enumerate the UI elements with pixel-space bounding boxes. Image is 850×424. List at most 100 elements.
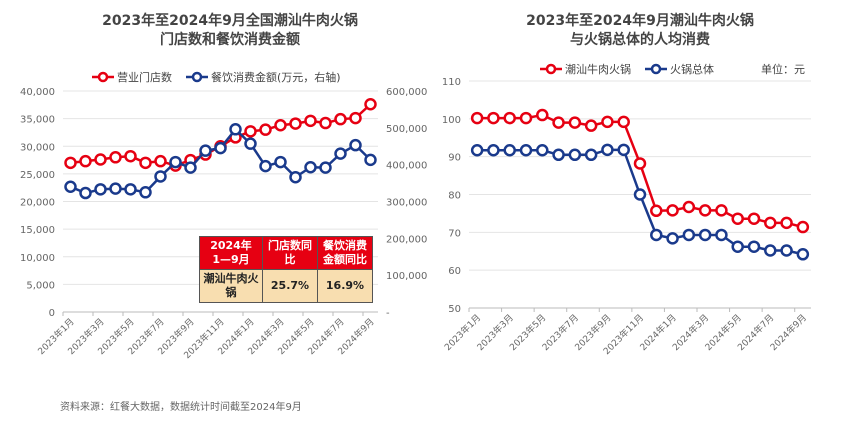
data-point (796, 248, 810, 261)
data-point (487, 111, 500, 125)
y-tick-label: 50 (448, 304, 461, 315)
data-point (731, 212, 744, 225)
data-point (666, 232, 679, 245)
y-tick-label: 80 (448, 191, 461, 202)
data-point (568, 148, 582, 162)
data-point (154, 154, 167, 168)
data-point (244, 137, 257, 150)
data-point (199, 144, 212, 157)
data-point (536, 143, 549, 157)
data-point (731, 240, 744, 253)
data-point (715, 204, 728, 217)
data-point (470, 143, 484, 157)
data-point (633, 188, 647, 201)
source-note: 资料来源：红餐大数据，数据统计时间截至2024年9月 (60, 402, 302, 413)
y2-tick-label: 100,000 (386, 271, 427, 282)
data-point (304, 160, 317, 174)
legend-label-1: 潮汕牛肉火锅 (565, 62, 631, 76)
data-point (259, 123, 272, 136)
y-tick-label: 100 (442, 115, 461, 126)
data-point (109, 182, 122, 195)
y-tick-label: 110 (442, 77, 461, 88)
table-row-label: 潮汕牛肉火锅 (199, 269, 263, 303)
data-point (184, 161, 197, 174)
right-chart-title: 2023年至2024年9月潮汕牛肉火锅 与火锅总体的人均消费 (526, 13, 754, 48)
data-point (169, 155, 182, 169)
data-point (289, 117, 302, 130)
data-point (124, 149, 137, 163)
y-tick-label: 5,000 (26, 280, 55, 291)
data-point (334, 147, 347, 160)
data-point (470, 111, 484, 125)
data-point (747, 212, 761, 225)
y-tick-label: 25,000 (20, 170, 55, 181)
data-point (650, 228, 663, 242)
data-point (666, 204, 679, 217)
legend-label-1: 营业门店数 (117, 70, 172, 84)
data-point (349, 138, 362, 152)
data-point (568, 116, 582, 129)
data-point (349, 111, 362, 125)
y2-tick-label: - (386, 308, 390, 319)
data-point (601, 115, 614, 129)
legend-label-2: 火锅总体 (670, 62, 714, 76)
data-point (94, 153, 107, 166)
data-point (319, 161, 332, 174)
data-point (698, 228, 712, 242)
data-point (780, 244, 793, 257)
data-point (229, 123, 242, 136)
legend-label-2: 餐饮消费金额(万元，右轴) (211, 70, 341, 84)
data-point (79, 154, 92, 168)
y-tick-label: 60 (448, 266, 461, 277)
y2-tick-label: 500,000 (386, 124, 427, 135)
data-point (698, 204, 712, 217)
left-chart-title: 2023年至2024年9月全国潮汕牛肉火锅 门店数和餐饮消费金额 (102, 13, 358, 48)
data-point (124, 183, 137, 196)
data-point (796, 220, 810, 234)
data-point (503, 143, 516, 157)
data-point (650, 204, 663, 218)
data-point (617, 115, 630, 129)
data-point (764, 216, 777, 230)
data-point (154, 170, 167, 183)
data-point (601, 143, 614, 157)
legend-marker (545, 63, 557, 75)
data-point (364, 153, 377, 167)
data-point (552, 148, 565, 162)
table-spend-yoy: 16.9% (317, 269, 373, 303)
data-point (139, 186, 152, 199)
data-point (747, 240, 761, 253)
legend-marker (650, 63, 662, 75)
data-point (289, 170, 302, 184)
data-point (715, 228, 728, 242)
series-line-1 (477, 113, 804, 229)
yoy-table: 2024年 1—9月 门店数同比 餐饮消费金额同比 潮汕牛肉火锅 25.7% 16.9% (199, 236, 373, 303)
data-point (334, 112, 347, 126)
y-tick-label: 0 (49, 308, 55, 319)
y2-tick-label: 200,000 (386, 234, 427, 245)
data-point (259, 159, 272, 173)
legend-marker (97, 71, 109, 83)
data-point (617, 143, 630, 157)
y-tick-label: 70 (448, 228, 461, 239)
data-point (503, 111, 516, 125)
data-point (64, 180, 77, 194)
legend-marker (191, 71, 203, 83)
table-header-stores: 门店数同比 (262, 236, 318, 270)
data-point (536, 108, 549, 122)
data-point (79, 186, 92, 200)
data-point (764, 244, 777, 257)
y2-tick-label: 300,000 (386, 198, 427, 209)
data-point (64, 156, 77, 170)
data-point (364, 98, 377, 111)
data-point (682, 200, 696, 214)
data-point (274, 155, 287, 169)
data-point (780, 216, 793, 230)
data-point (633, 157, 647, 170)
table-header-spend: 餐饮消费金额同比 (317, 236, 373, 270)
data-point (109, 151, 122, 164)
y-tick-label: 15,000 (20, 225, 55, 236)
data-point (94, 183, 107, 196)
y-tick-label: 90 (448, 153, 461, 164)
